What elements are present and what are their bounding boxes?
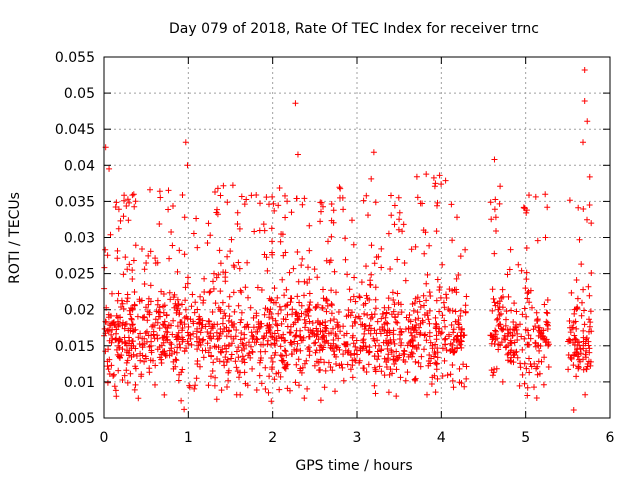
x-tick-label: 6 [606,430,615,446]
y-tick-label: 0.02 [64,303,95,319]
chart-title: Day 079 of 2018, Rate Of TEC Index for r… [169,21,539,37]
axis-ticks: 0.005 0.01 0.015 0.02 0.025 0.03 0.035 0.04 0.04… [55,50,615,446]
scatter-point [370,149,377,156]
scatter-point [182,139,189,146]
scatter-point [570,407,577,414]
x-tick-label: 5 [521,430,530,446]
scatter-point [586,173,593,180]
y-tick-label: 0.015 [55,339,95,355]
x-tick-label: 2 [268,430,277,446]
y-tick-label: 0.01 [64,375,95,391]
y-tick-label: 0.03 [64,231,95,247]
scatter-point-cloud [101,171,595,405]
data-points [101,66,595,414]
y-tick-label: 0.055 [55,50,95,66]
x-tick-label: 1 [184,430,193,446]
scatter-point [292,100,299,107]
scatter-point [294,151,301,158]
y-tick-label: 0.025 [55,267,95,283]
y-tick-label: 0.04 [64,158,95,174]
scatter-point [581,98,588,105]
x-axis-label: GPS time / hours [295,458,412,474]
y-tick-label: 0.005 [55,411,95,427]
y-tick-label: 0.045 [55,122,95,138]
x-tick-label: 0 [100,430,109,446]
scatter-point [181,406,188,413]
grid-lines [104,57,610,418]
scatter-point [184,162,191,169]
y-axis-label: ROTI / TECUs [7,192,23,284]
scatter-point [584,118,591,125]
y-tick-label: 0.05 [64,86,95,102]
x-tick-label: 3 [353,430,362,446]
scatter-point [581,66,588,73]
scatter-point [491,156,498,163]
scatter-point [432,180,439,187]
scatter-point [106,165,113,172]
x-tick-label: 4 [437,430,446,446]
scatter-point [580,139,587,146]
y-tick-label: 0.035 [55,194,95,210]
